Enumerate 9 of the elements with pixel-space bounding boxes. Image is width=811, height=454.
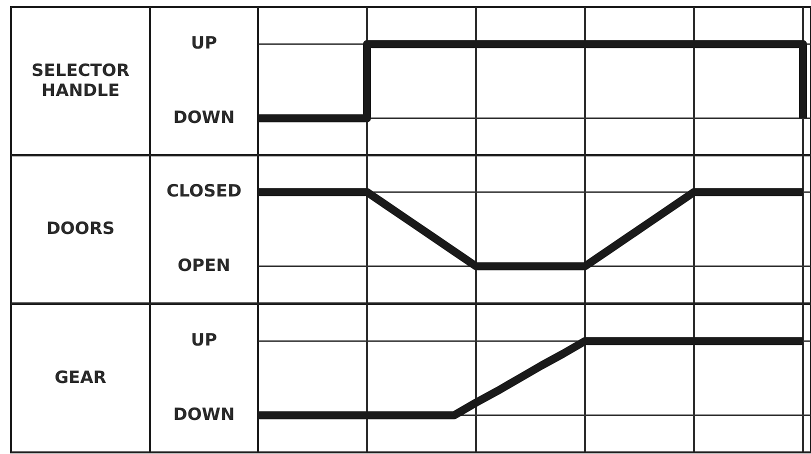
y-axis-title: GEAR bbox=[54, 367, 106, 388]
y-axis-title: SELECTOR HANDLE bbox=[32, 60, 130, 101]
category-label: UP bbox=[190, 330, 218, 350]
category-label: DOWN bbox=[173, 404, 235, 425]
y-axis-title: DOORS bbox=[46, 219, 115, 240]
category-label: OPEN bbox=[178, 256, 230, 276]
category-label: CLOSED bbox=[166, 182, 242, 202]
category-label: DOWN bbox=[173, 108, 235, 128]
category-label: UP bbox=[190, 34, 218, 54]
